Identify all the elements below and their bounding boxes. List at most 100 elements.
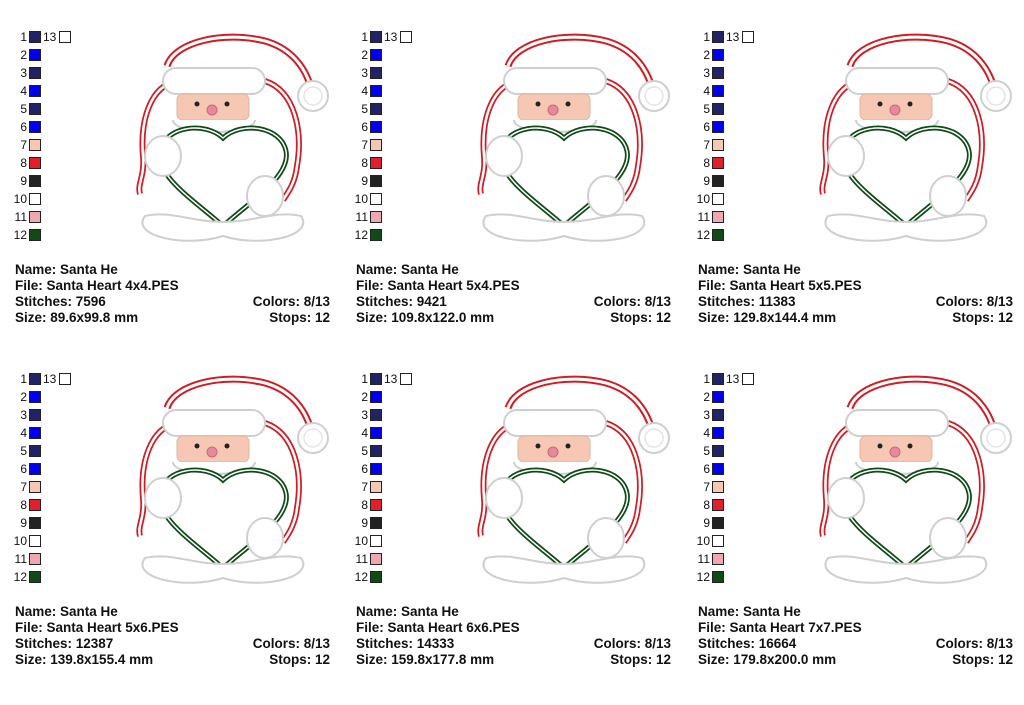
swatch-number: 6 xyxy=(20,462,27,476)
swatch-color xyxy=(29,553,41,565)
swatch-number: 3 xyxy=(703,66,710,80)
swatch-row: 8 xyxy=(690,498,750,512)
swatch-row: 1 13 xyxy=(7,372,71,386)
swatch-row: 12 xyxy=(348,570,408,584)
right-hand xyxy=(587,517,625,559)
swatch-row: 2 xyxy=(7,390,67,404)
swatch-row: 1 13 xyxy=(348,372,412,386)
swatch-color xyxy=(370,229,382,241)
swatch-row: 3 xyxy=(7,408,67,422)
design-file: File: Santa Heart 7x7.PES xyxy=(698,620,862,635)
swatch-number: 2 xyxy=(20,48,27,62)
swatch-number: 12 xyxy=(13,228,27,242)
stop-count: Stops: 12 xyxy=(269,310,330,325)
santa-heart-thumbnail xyxy=(477,33,670,242)
swatch-color xyxy=(712,535,724,547)
swatch-row: 11 xyxy=(690,210,750,224)
swatch-color xyxy=(370,445,382,457)
swatch-color xyxy=(29,481,41,493)
left-hand xyxy=(827,477,865,519)
design-card[interactable]: 1 13 2 3 4 5 6 7 8 9 10 11 12 xyxy=(355,372,676,682)
swatch-row: 7 xyxy=(690,138,750,152)
swatch-number: 11 xyxy=(697,210,710,224)
swatch-number: 10 xyxy=(696,534,710,548)
swatch-number: 1 xyxy=(703,30,710,44)
swatch-row: 3 xyxy=(690,408,750,422)
swatch-color xyxy=(29,391,41,403)
swatch-number: 4 xyxy=(20,426,27,440)
swatch-row: 3 xyxy=(348,408,408,422)
swatch-color xyxy=(59,373,71,385)
design-file: File: Santa Heart 6x6.PES xyxy=(356,620,520,635)
swatch-color xyxy=(370,31,382,43)
swatch-row: 9 xyxy=(690,174,750,188)
swatch-number: 10 xyxy=(13,534,27,548)
design-card[interactable]: 1 13 2 3 4 5 6 7 8 9 10 11 12 xyxy=(697,30,1018,340)
swatch-number: 5 xyxy=(361,444,368,458)
swatch-number: 5 xyxy=(703,444,710,458)
hat-brim xyxy=(162,67,266,95)
swatch-number: 1 xyxy=(361,30,368,44)
pompom xyxy=(638,422,670,454)
swatch-color xyxy=(712,499,724,511)
swatch-color xyxy=(712,481,724,493)
swatch-number: 12 xyxy=(354,570,368,584)
swatch-color xyxy=(29,85,41,97)
swatch-row: 2 xyxy=(348,48,408,62)
design-size: Size: 109.8x122.0 mm xyxy=(356,310,495,325)
right-hand xyxy=(929,517,967,559)
design-card[interactable]: 1 13 2 3 4 5 6 7 8 9 10 11 12 xyxy=(355,30,676,340)
swatch-color xyxy=(29,373,41,385)
swatch-number: 8 xyxy=(20,498,27,512)
swatch-color xyxy=(29,121,41,133)
swatch-number: 8 xyxy=(703,156,710,170)
design-card[interactable]: 1 13 2 3 4 5 6 7 8 9 10 11 12 xyxy=(14,30,335,340)
color-count: Colors: 8/13 xyxy=(593,294,671,309)
swatch-row: 4 xyxy=(7,84,67,98)
swatch-number: 5 xyxy=(703,102,710,116)
swatch-number: 9 xyxy=(703,516,710,530)
swatch-number: 5 xyxy=(20,102,27,116)
swatch-number: 12 xyxy=(696,570,710,584)
swatch-number: 2 xyxy=(703,48,710,62)
swatch-color xyxy=(29,517,41,529)
swatch-color xyxy=(370,427,382,439)
swatch-row: 8 xyxy=(348,498,408,512)
swatch-number: 9 xyxy=(703,174,710,188)
santa-heart-thumbnail xyxy=(136,375,329,584)
design-card[interactable]: 1 13 2 3 4 5 6 7 8 9 10 11 12 xyxy=(14,372,335,682)
swatch-color xyxy=(400,373,412,385)
swatch-row: 1 13 xyxy=(690,372,754,386)
pompom xyxy=(980,422,1012,454)
swatch-color xyxy=(370,49,382,61)
swatch-number: 7 xyxy=(361,480,368,494)
swatch-color xyxy=(370,571,382,583)
swatch-row: 10 xyxy=(690,534,750,548)
swatch-row: 8 xyxy=(348,156,408,170)
swatch-color xyxy=(712,229,724,241)
swatch-row: 5 xyxy=(7,102,67,116)
stop-count: Stops: 12 xyxy=(610,310,671,325)
swatch-number: 4 xyxy=(703,84,710,98)
swatch-number: 3 xyxy=(703,408,710,422)
color-count: Colors: 8/13 xyxy=(252,636,330,651)
design-size: Size: 159.8x177.8 mm xyxy=(356,652,495,667)
design-name: Name: Santa He xyxy=(15,604,118,619)
swatch-row: 5 xyxy=(690,444,750,458)
swatch-row: 9 xyxy=(7,516,67,530)
swatch-row: 11 xyxy=(690,552,750,566)
left-hand xyxy=(485,477,523,519)
swatch-number: 12 xyxy=(696,228,710,242)
swatch-number: 2 xyxy=(361,48,368,62)
design-card[interactable]: 1 13 2 3 4 5 6 7 8 9 10 11 12 xyxy=(697,372,1018,682)
design-name: Name: Santa He xyxy=(698,262,801,277)
swatch-color xyxy=(29,427,41,439)
swatch-color xyxy=(29,103,41,115)
feet xyxy=(141,555,305,584)
swatch-row: 7 xyxy=(690,480,750,494)
swatch-row: 9 xyxy=(348,174,408,188)
swatch-number: 13 xyxy=(726,30,740,44)
santa-heart-thumbnail xyxy=(819,375,1012,584)
color-count: Colors: 8/13 xyxy=(935,294,1013,309)
right-hand xyxy=(929,175,967,217)
